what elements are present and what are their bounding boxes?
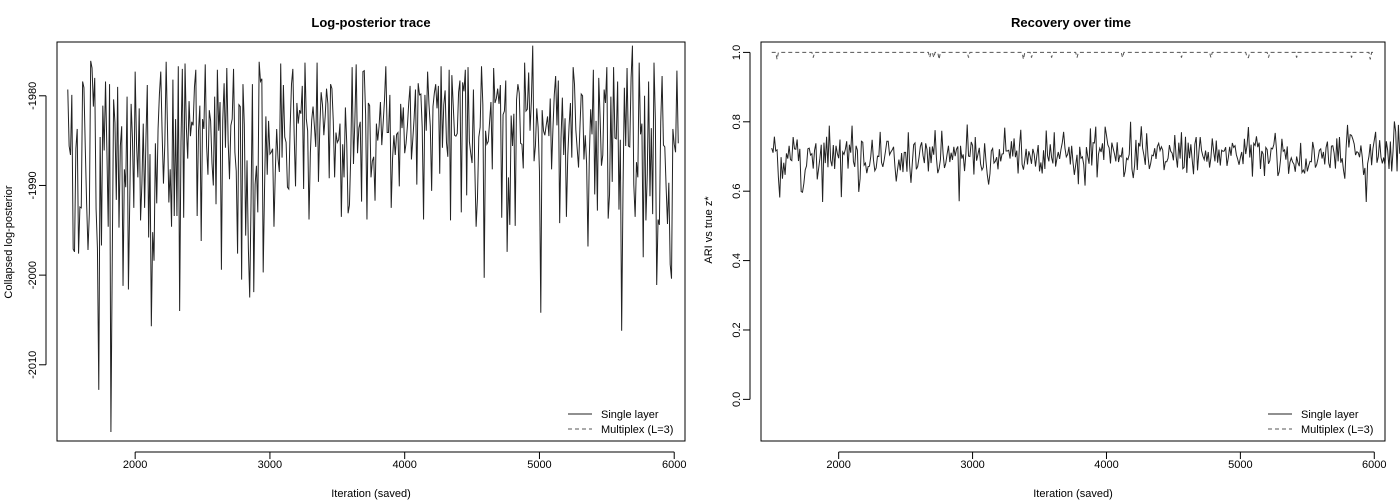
legend-label-1-1: Multiplex (L=3) (1301, 424, 1373, 436)
y-tick-label-1-0: 0.0 (731, 392, 743, 407)
y-tick-label-1-2: 0.4 (731, 253, 743, 268)
x-axis-label-0: Iteration (saved) (331, 488, 410, 500)
x-tick-label-0-3: 5000 (527, 459, 551, 471)
y-axis-label-1: ARI vs true z* (703, 196, 715, 264)
series-line-0-0 (67, 45, 679, 433)
y-tick-label-1-3: 0.6 (731, 184, 743, 199)
plot-frame-1 (760, 41, 1386, 442)
y-tick-label-0-3: -1980 (27, 82, 39, 110)
chart-title-0: Log-posterior trace (311, 15, 430, 30)
y-tick-label-1-1: 0.2 (731, 322, 743, 337)
plot-frame-0 (56, 41, 686, 442)
chart-title-1: Recovery over time (1011, 15, 1131, 30)
legend-label-0-0: Single layer (601, 409, 659, 421)
legend-label-0-1: Multiplex (L=3) (601, 424, 673, 436)
x-tick-label-0-1: 3000 (258, 459, 282, 471)
x-tick-label-0-4: 6000 (662, 459, 686, 471)
x-axis-label-1: Iteration (saved) (1033, 488, 1112, 500)
x-tick-label-1-1: 3000 (960, 459, 984, 471)
y-axis-label-0: Collapsed log-posterior (3, 185, 15, 298)
x-tick-label-1-3: 5000 (1228, 459, 1252, 471)
y-tick-label-1-4: 0.8 (731, 114, 743, 129)
series-line-1-0 (771, 121, 1400, 202)
y-tick-label-0-0: -2010 (27, 351, 39, 379)
x-tick-label-0-2: 4000 (392, 459, 416, 471)
x-tick-label-0-0: 2000 (123, 459, 147, 471)
x-tick-label-1-2: 4000 (1094, 459, 1118, 471)
x-tick-label-1-4: 6000 (1362, 459, 1386, 471)
series-line-1-1 (771, 51, 1375, 60)
y-tick-label-0-1: -2000 (27, 261, 39, 289)
legend-label-1-0: Single layer (1301, 409, 1359, 421)
y-tick-label-1-5: 1.0 (731, 45, 743, 60)
x-tick-label-1-0: 2000 (826, 459, 850, 471)
y-tick-label-0-2: -1990 (27, 171, 39, 199)
